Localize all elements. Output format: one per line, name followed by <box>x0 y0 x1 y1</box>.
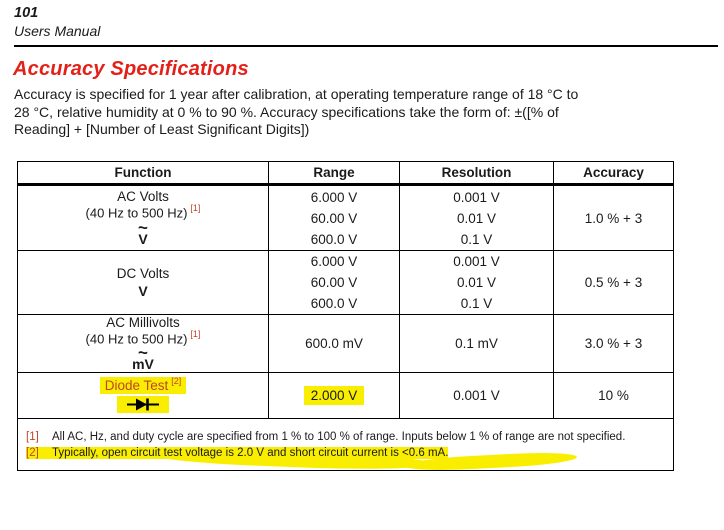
function-name: AC Millivolts <box>106 315 180 330</box>
range-cell: 6.000 V 60.00 V 600.0 V <box>268 250 400 315</box>
footnote-1: [1] All AC, Hz, and duty cycle are specif… <box>26 429 665 445</box>
doc-number: 101 <box>14 5 39 21</box>
table-row-dc-volts: DC Volts V 6.000 V 60.00 V 600.0 V 0.001… <box>17 250 674 315</box>
table-row-diode-test: Diode Test [2] 2.000 V 0.001 V 10 % <box>17 372 674 420</box>
range-cell: 6.000 V 60.00 V 600.0 V <box>268 184 400 251</box>
doc-subtitle: Users Manual <box>14 23 101 39</box>
footnote-row: [1] All AC, Hz, and duty cycle are specif… <box>17 418 674 472</box>
function-frequency: (40 Hz to 500 Hz) [1] <box>85 329 201 347</box>
diode-icon <box>117 396 169 414</box>
table-row-ac-millivolts: AC Millivolts (40 Hz to 500 Hz) [1] ~ mV … <box>17 313 674 374</box>
accuracy-cell: 0.5 % + 3 <box>553 250 674 315</box>
accuracy-cell: 3.0 % + 3 <box>553 313 674 374</box>
ac-millivolts-symbol: ~ mV <box>132 343 154 373</box>
tilde-icon: ~ <box>138 217 148 237</box>
function-cell: AC Millivolts (40 Hz to 500 Hz) [1] ~ mV <box>17 313 269 374</box>
resolution-cell: 0.1 mV <box>399 313 554 374</box>
header-rule <box>14 45 718 47</box>
column-header-function: Function <box>17 161 269 186</box>
resolution-cell: 0.001 V 0.01 V 0.1 V <box>399 184 554 251</box>
footnote-ref: [1] <box>190 203 201 214</box>
footnote-text: All AC, Hz, and duty cycle are specified… <box>52 431 626 444</box>
table-row-ac-volts: AC Volts (40 Hz to 500 Hz) [1] ~ V 6.000 … <box>17 184 674 251</box>
table-header-row: Function Range Resolution Accuracy <box>17 161 674 186</box>
function-name: AC Volts <box>117 189 169 205</box>
tilde-icon: ~ <box>138 343 148 363</box>
range-cell: 2.000 V <box>268 372 400 420</box>
footnote-ref: [1] <box>190 329 201 339</box>
range-cell: 600.0 mV <box>268 313 400 374</box>
footnote-marker: [2] <box>26 447 39 460</box>
resolution-cell: 0.001 V 0.01 V 0.1 V <box>399 250 554 315</box>
footnote-ref: [2] <box>171 375 182 386</box>
function-cell: DC Volts V <box>17 250 269 315</box>
section-heading: Accuracy Specifications <box>13 58 249 80</box>
dc-volts-symbol: V <box>138 283 148 299</box>
function-name: DC Volts <box>116 266 170 281</box>
accuracy-spec-table: Function Range Resolution Accuracy AC Vo… <box>17 161 674 472</box>
footnote-marker: [1] <box>26 431 39 444</box>
footnote-2: [2] Typically, open circuit test voltage … <box>26 445 665 461</box>
intro-paragraph: Accuracy is specified for 1 year after c… <box>14 86 579 137</box>
column-header-resolution: Resolution <box>399 161 554 186</box>
resolution-cell: 0.001 V <box>399 372 554 420</box>
column-header-accuracy: Accuracy <box>553 161 674 186</box>
footnote-text: Typically, open circuit test voltage is … <box>52 447 449 460</box>
function-cell: Diode Test [2] <box>17 372 269 420</box>
accuracy-cell: 10 % <box>553 372 674 420</box>
accuracy-cell: 1.0 % + 3 <box>553 184 674 251</box>
function-name: Diode Test [2] <box>99 375 187 395</box>
function-frequency: (40 Hz to 500 Hz) [1] <box>85 203 201 221</box>
function-cell: AC Volts (40 Hz to 500 Hz) [1] ~ V <box>17 184 269 251</box>
column-header-range: Range <box>268 161 400 186</box>
footnotes-cell: [1] All AC, Hz, and duty cycle are specif… <box>17 418 674 472</box>
ac-volts-symbol: ~ V <box>138 217 148 247</box>
